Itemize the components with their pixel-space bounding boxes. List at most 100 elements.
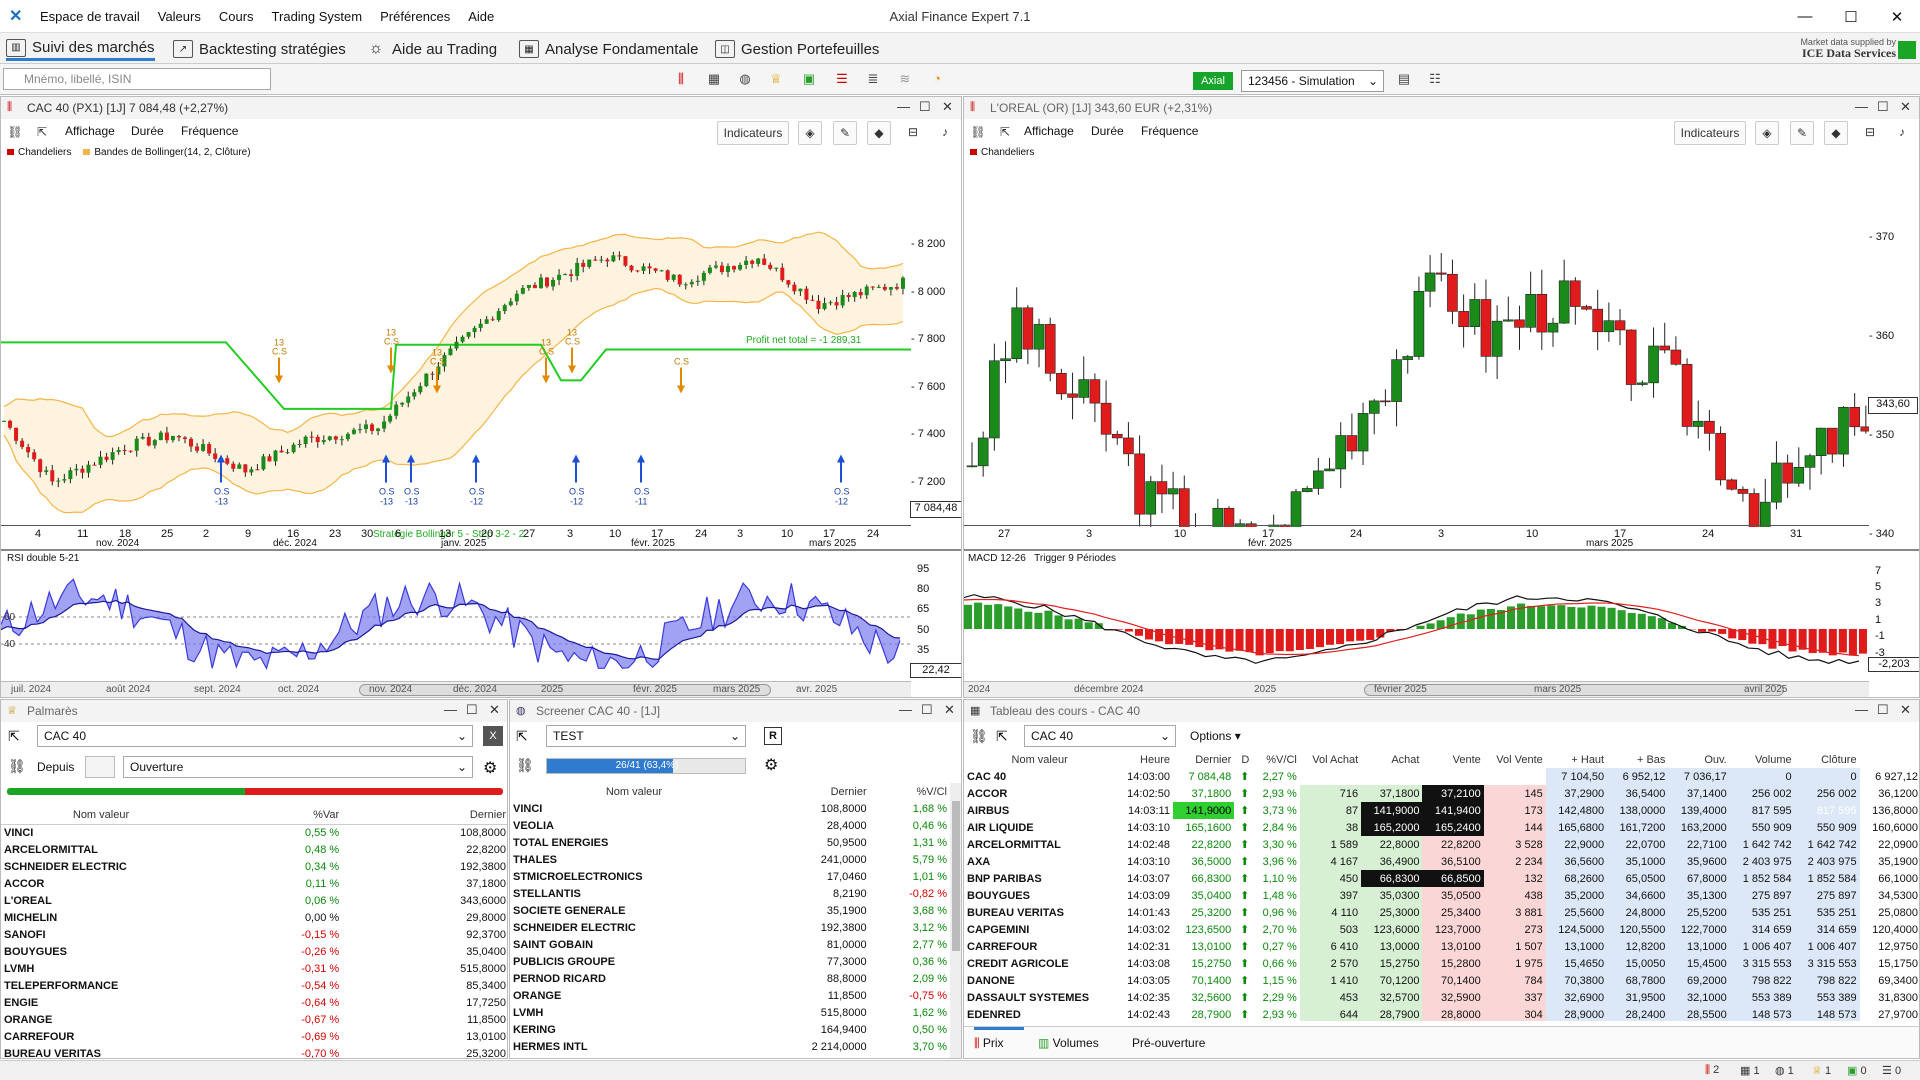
- table-row[interactable]: Nom valeur Dernier %V/Cl: [510, 783, 950, 800]
- maximize-icon[interactable]: ☐: [1877, 702, 1889, 717]
- orders-list-icon[interactable]: ☷: [1429, 71, 1441, 86]
- candles-icon[interactable]: ⫼: [678, 71, 684, 86]
- options-menu[interactable]: Options ▾: [1190, 729, 1241, 743]
- link-icon[interactable]: ⛓: [970, 125, 986, 139]
- timeline-scrollbar[interactable]: juil. 2024 août 2024 sept. 2024 oct. 2024 no…: [1, 681, 911, 697]
- minimize-icon[interactable]: —: [1797, 8, 1813, 25]
- duration-menu[interactable]: Durée: [131, 124, 164, 138]
- tab-preopening[interactable]: Pré-ouverture: [1132, 1036, 1206, 1050]
- table-row[interactable]: CARREFOUR 14:02:31 13,0100 ⬆ 0,27 % 6 410 13,0…: [964, 938, 1919, 955]
- table-row[interactable]: BOUYGUES 14:03:09 35,0400 ⬆ 1,48 % 397 35,0300…: [964, 887, 1919, 904]
- screener-icon[interactable]: ◍: [739, 71, 751, 86]
- tab-prices[interactable]: ⫼ Prix: [974, 1036, 1004, 1051]
- maximize-icon[interactable]: ☐: [919, 99, 931, 114]
- pencil-icon[interactable]: ✎: [833, 121, 857, 145]
- table-row[interactable]: BOUYGUES -0,26 % 35,0400: [1, 943, 507, 960]
- table-row[interactable]: BUREAU VERITAS -0,70 % 25,3200: [1, 1045, 507, 1059]
- table-row[interactable]: ACCOR 14:02:50 37,1800 ⬆ 2,93 % 716 37,1800 37,…: [964, 785, 1919, 802]
- trophy-icon[interactable]: ♕: [770, 71, 782, 86]
- account-select[interactable]: 123456 - Simulation ⌄: [1241, 70, 1384, 92]
- close-icon[interactable]: ✕: [1900, 702, 1911, 717]
- scrollbar-thumb[interactable]: [952, 801, 960, 951]
- rss-icon[interactable]: ◔: [933, 71, 941, 86]
- frequency-menu[interactable]: Fréquence: [181, 124, 239, 138]
- tab-portfolios[interactable]: ◫ Gestion Portefeuilles: [715, 37, 879, 61]
- table-row[interactable]: KERING 164,9400 0,50 %: [510, 1021, 950, 1038]
- minimize-icon[interactable]: —: [899, 702, 912, 717]
- link-icon[interactable]: ⛓: [970, 728, 988, 744]
- table-row[interactable]: SOCIETE GENERALE 35,1900 3,68 %: [510, 902, 950, 919]
- since-toggle[interactable]: [85, 756, 115, 778]
- export-icon[interactable]: ⇱: [36, 125, 48, 139]
- tab-fundamental[interactable]: ▦ Analyse Fondamentale: [519, 37, 698, 61]
- close-icon[interactable]: ✕: [489, 702, 500, 717]
- timeline-scrollbar[interactable]: 2024 décembre 2024 2025 février 2025 mars 20…: [964, 681, 1869, 697]
- scale-icon[interactable]: ⊟: [1864, 125, 1876, 139]
- table-row[interactable]: CAPGEMINI 14:03:02 123,6500 ⬆ 2,70 % 503 123,6…: [964, 921, 1919, 938]
- wave-icon[interactable]: ≋: [899, 71, 911, 86]
- flag-icon[interactable]: ▣: [802, 71, 816, 86]
- loreal-candlestick-chart[interactable]: [964, 157, 1869, 527]
- wallet-icon[interactable]: ▤: [1397, 71, 1411, 86]
- layers-icon[interactable]: ◈: [1755, 121, 1779, 145]
- table-row[interactable]: VINCI 0,55 % 108,8000: [1, 824, 507, 841]
- excel-icon[interactable]: X: [483, 726, 503, 746]
- table-row[interactable]: DASSAULT SYSTEMES 14:02:35 32,5600 ⬆ 2,29 % 4…: [964, 989, 1919, 1006]
- table-row[interactable]: Nom valeur %Var Dernier: [1, 807, 507, 824]
- link-icon[interactable]: ⛓: [8, 758, 26, 774]
- table-row[interactable]: ENGIE -0,64 % 17,7250: [1, 994, 507, 1011]
- table-row[interactable]: PERNOD RICARD 88,8000 2,09 %: [510, 970, 950, 987]
- maximize-icon[interactable]: ☐: [466, 702, 478, 717]
- eraser-icon[interactable]: ◆: [1824, 121, 1848, 145]
- table-row[interactable]: CREDIT AGRICOLE 14:03:08 15,2750 ⬆ 0,66 % 2 5…: [964, 955, 1919, 972]
- table-row[interactable]: ORANGE 11,8500 -0,75 %: [510, 987, 950, 1004]
- index-select[interactable]: CAC 40 ⌄: [37, 725, 473, 747]
- link-icon[interactable]: ⛓: [7, 125, 23, 139]
- table-row[interactable]: STELLANTIS 8,2190 -0,82 %: [510, 885, 950, 902]
- table-row[interactable]: HERMES INTL 2 214,0000 3,70 %: [510, 1038, 950, 1055]
- table-icon[interactable]: ▦: [707, 71, 721, 86]
- menu-values[interactable]: Valeurs: [157, 9, 201, 24]
- tab-market-watch[interactable]: ▥ Suivi des marchés: [6, 37, 155, 61]
- close-icon[interactable]: ✕: [942, 99, 953, 114]
- minimize-icon[interactable]: —: [897, 99, 910, 114]
- minimize-icon[interactable]: —: [1855, 702, 1868, 717]
- list-icon[interactable]: ≣: [867, 71, 879, 86]
- menu-help[interactable]: Aide: [468, 9, 495, 24]
- table-row[interactable]: SCHNEIDER ELECTRIC 0,34 % 192,3800: [1, 858, 507, 875]
- bell-icon[interactable]: ♪: [1899, 125, 1905, 139]
- display-menu[interactable]: Affichage: [1024, 124, 1074, 138]
- macd-chart[interactable]: [964, 551, 1869, 681]
- table-row[interactable]: EDENRED 14:02:43 28,7900 ⬆ 2,93 % 644 28,7900 2…: [964, 1006, 1919, 1021]
- link-icon[interactable]: ⛓: [516, 757, 534, 773]
- table-row[interactable]: BUREAU VERITAS 14:01:43 25,3200 ⬆ 0,96 % 4 11…: [964, 904, 1919, 921]
- axial-button[interactable]: Axial: [1193, 72, 1233, 90]
- table-row[interactable]: AXA 14:03:10 36,5000 ⬆ 3,96 % 4 167 36,4900 36,…: [964, 853, 1919, 870]
- table-row[interactable]: VEOLIA 28,4000 0,46 %: [510, 817, 950, 834]
- duration-menu[interactable]: Durée: [1091, 124, 1124, 138]
- table-row[interactable]: THALES 241,0000 5,79 %: [510, 851, 950, 868]
- table-row[interactable]: LVMH 515,8000 1,62 %: [510, 1004, 950, 1021]
- display-menu[interactable]: Affichage: [65, 124, 115, 138]
- table-row[interactable]: ORANGE -0,67 % 11,8500: [1, 1011, 507, 1028]
- tab-volumes[interactable]: ▥ Volumes: [1038, 1036, 1099, 1050]
- index-select[interactable]: CAC 40 ⌄: [1024, 725, 1176, 747]
- table-row[interactable]: SANOFI -0,15 % 92,3700: [1, 926, 507, 943]
- maximize-icon[interactable]: ☐: [1844, 8, 1858, 26]
- table-row[interactable]: TOTAL ENERGIES 50,9500 1,31 %: [510, 834, 950, 851]
- menu-workspace[interactable]: Espace de travail: [40, 9, 140, 24]
- tab-backtesting[interactable]: ↗ Backtesting stratégies: [173, 37, 346, 61]
- table-row[interactable]: TELEPERFORMANCE -0,54 % 85,3400: [1, 977, 507, 994]
- table-row[interactable]: MICHELIN 0,00 % 29,8000: [1, 909, 507, 926]
- table-row[interactable]: BNP PARIBAS 14:03:07 66,8300 ⬆ 1,10 % 450 66,8…: [964, 870, 1919, 887]
- table-row[interactable]: STMICROELECTRONICS 17,0460 1,01 %: [510, 868, 950, 885]
- tab-trading-help[interactable]: ☼ Aide au Trading: [366, 37, 497, 61]
- export-icon[interactable]: ⇱: [999, 125, 1011, 139]
- rsi-chart[interactable]: 60 40: [1, 551, 911, 681]
- table-row[interactable]: L'OREAL 0,06 % 343,6000: [1, 892, 507, 909]
- close-icon[interactable]: ✕: [1900, 99, 1911, 114]
- period-select[interactable]: Ouverture ⌄: [123, 756, 473, 778]
- export-icon[interactable]: ⇱: [516, 728, 528, 744]
- menu-quotes[interactable]: Cours: [218, 9, 254, 24]
- layers-icon[interactable]: ◈: [798, 121, 822, 145]
